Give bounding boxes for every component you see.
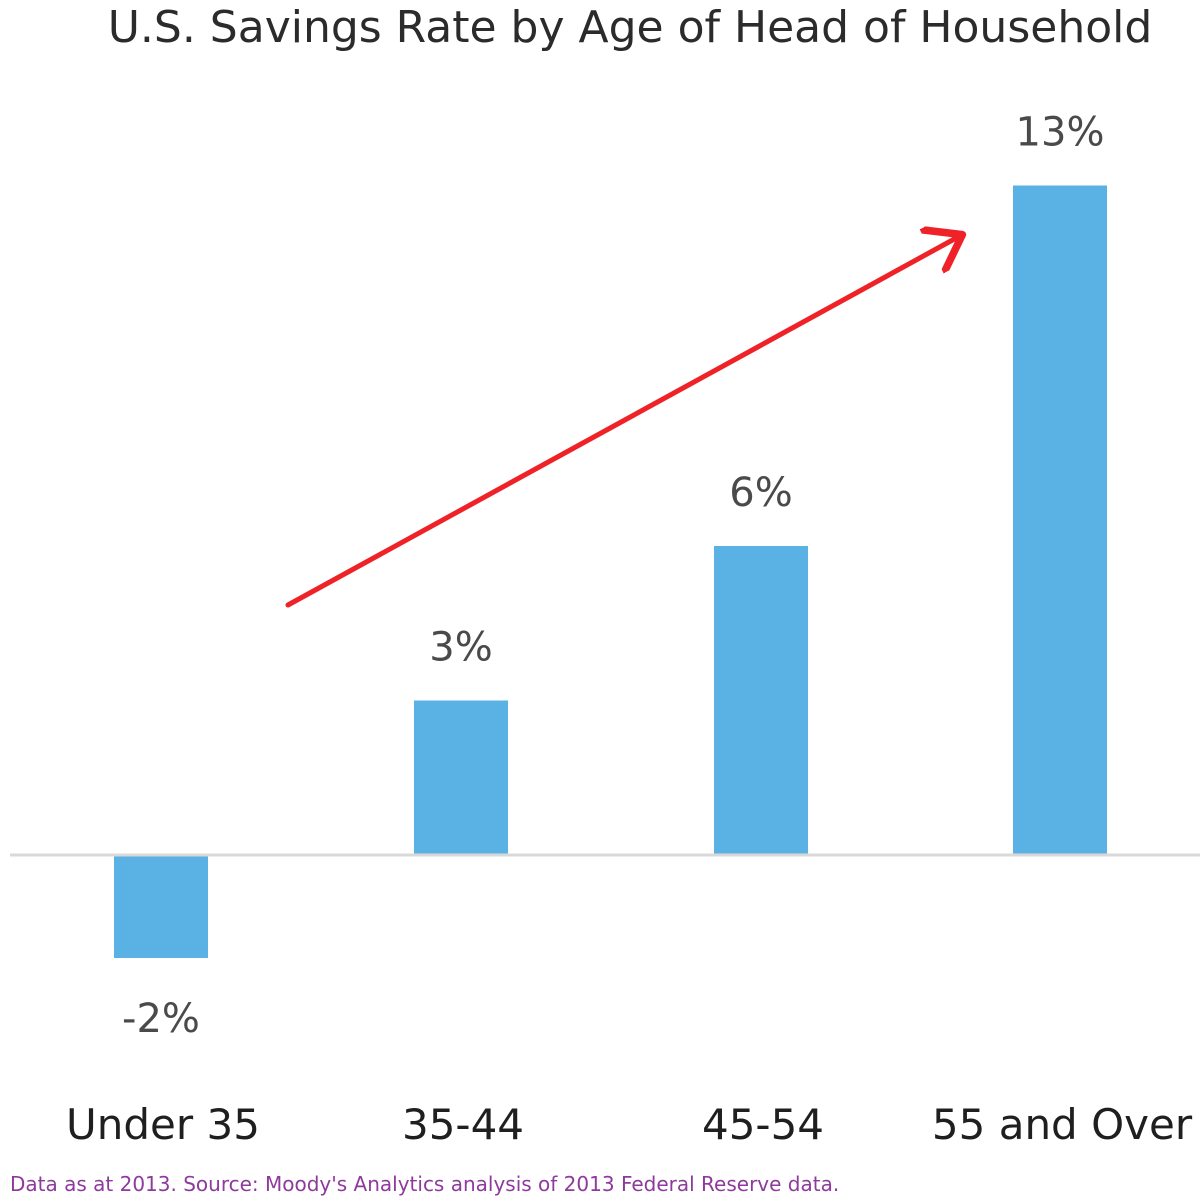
trend-arrow bbox=[285, 237, 958, 608]
chart-title: U.S. Savings Rate by Age of Head of Hous… bbox=[107, 2, 1153, 53]
bar-45-54 bbox=[714, 546, 808, 855]
bars-layer bbox=[114, 185, 1107, 958]
value-label-45-54: 6% bbox=[729, 470, 792, 516]
category-label-35-44: 35-44 bbox=[402, 1100, 524, 1149]
bar-under-35 bbox=[114, 855, 208, 958]
bar-55-and-over bbox=[1013, 185, 1107, 855]
value-label-55-and-over: 13% bbox=[1016, 110, 1105, 156]
category-label-under-35: Under 35 bbox=[66, 1100, 260, 1149]
value-label-under-35: -2% bbox=[122, 996, 200, 1042]
category-label-55-and-over: 55 and Over bbox=[932, 1100, 1193, 1149]
bar-35-44 bbox=[414, 700, 508, 855]
value-label-35-44: 3% bbox=[429, 625, 492, 671]
labels-layer: -2% Under 35 3% 35-44 6% 45-54 13% 55 and Over bbox=[66, 110, 1193, 1150]
source-note: Data as at 2013. Source: Moody's Analyti… bbox=[10, 1172, 840, 1196]
category-label-45-54: 45-54 bbox=[702, 1100, 824, 1149]
